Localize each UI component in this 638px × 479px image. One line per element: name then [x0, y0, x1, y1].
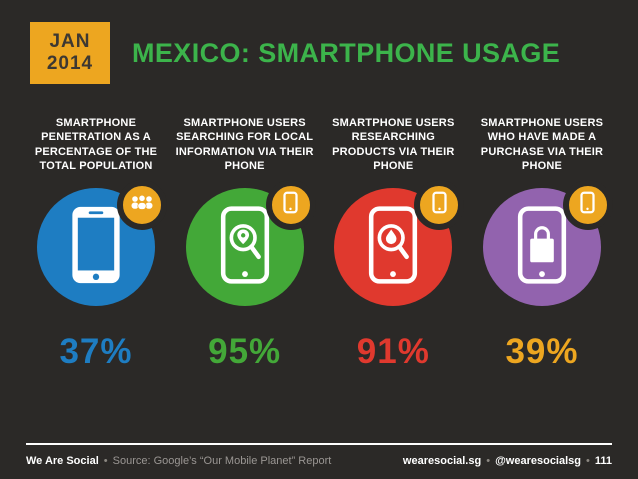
stat-column-product-research: SMARTPHONE USERS RESEARCHING PRODUCTS VI…	[323, 116, 465, 372]
stat-column-purchase: SMARTPHONE USERS WHO HAVE MADE A PURCHAS…	[472, 116, 613, 372]
stat-circle-wrap	[334, 180, 465, 306]
stat-circle-wrap	[37, 180, 167, 306]
stat-value: 95%	[208, 332, 282, 371]
smartphone-icon	[580, 191, 596, 219]
stat-circle-wrap	[185, 180, 316, 306]
stat-header: SMARTPHONE USERS RESEARCHING PRODUCTS VI…	[332, 117, 455, 172]
top-bar: JAN 2014 MEXICO: SMARTPHONE USAGE	[0, 0, 638, 84]
stat-header: SMARTPHONE PENETRATION AS A PERCENTAGE O…	[34, 117, 158, 172]
badge	[562, 180, 613, 230]
stat-column-local-search: SMARTPHONE USERS SEARCHING FOR LOCAL INF…	[175, 116, 316, 372]
badge	[265, 180, 316, 230]
stat-header: SMARTPHONE USERS WHO HAVE MADE A PURCHAS…	[480, 117, 604, 172]
website-link: wearesocial.sg	[402, 455, 482, 467]
brand-name: We Are Social	[26, 455, 99, 467]
footer-left: We Are Social • Source: Google’s “Our Mo…	[26, 455, 331, 467]
footer-right: wearesocial.sg • @wearesocialsg • 111	[403, 455, 612, 467]
stat-header: SMARTPHONE USERS SEARCHING FOR LOCAL INF…	[175, 117, 314, 172]
stat-column-penetration: SMARTPHONE PENETRATION AS A PERCENTAGE O…	[26, 116, 167, 372]
footer: We Are Social • Source: Google’s “Our Mo…	[26, 443, 612, 467]
date-month: JAN	[49, 31, 91, 53]
date-year: 2014	[46, 53, 94, 74]
smartphone-purchase-icon	[516, 205, 568, 290]
separator-dot: •	[486, 455, 491, 467]
date-box: JAN 2014	[30, 22, 110, 84]
separator-dot: •	[103, 455, 108, 467]
badge	[414, 180, 465, 230]
smartphone-icon	[432, 191, 447, 219]
stat-value: 37%	[59, 332, 133, 371]
stat-value: 91%	[356, 332, 430, 371]
page-number: 111	[594, 455, 612, 467]
smartphone-icon	[283, 191, 298, 219]
people-icon	[128, 194, 156, 216]
smartphone-product-research-icon	[367, 205, 419, 290]
twitter-handle: @wearesocialsg	[495, 455, 581, 467]
smartphone-icon	[70, 205, 122, 290]
stat-value: 39%	[505, 332, 579, 371]
separator-dot: •	[586, 455, 590, 467]
smartphone-local-search-icon	[219, 205, 271, 290]
page-title: MEXICO: SMARTPHONE USAGE	[132, 37, 561, 68]
source-text: Source: Google’s “Our Mobile Planet” Rep…	[112, 455, 332, 467]
stat-circle-wrap	[482, 180, 613, 306]
badge	[117, 180, 167, 230]
stat-columns: SMARTPHONE PENETRATION AS A PERCENTAGE O…	[0, 116, 638, 372]
